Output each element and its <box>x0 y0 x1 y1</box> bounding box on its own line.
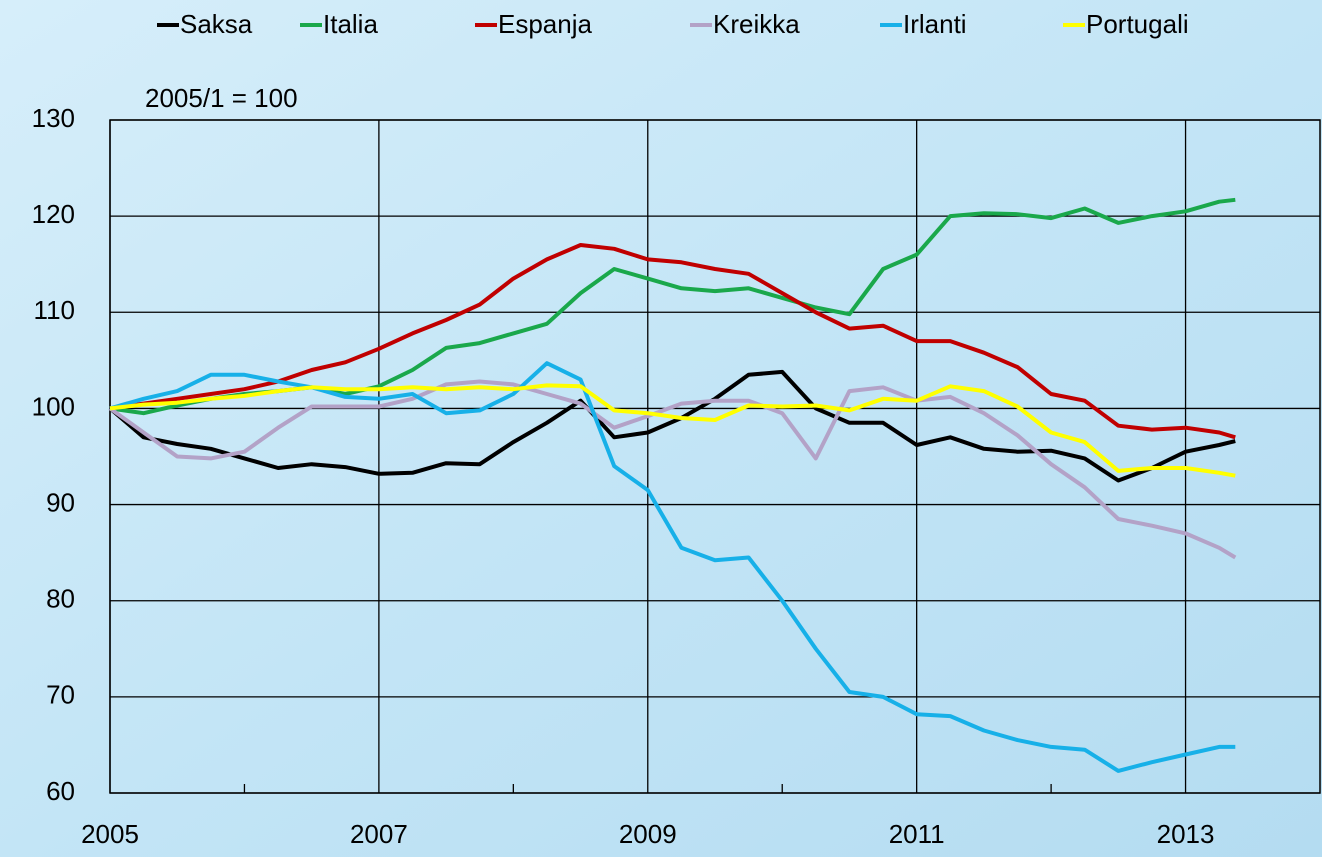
legend-label: Espanja <box>498 9 592 39</box>
y-tick-label: 90 <box>46 487 75 517</box>
y-tick-label: 120 <box>32 199 75 229</box>
series-line <box>109 383 1236 478</box>
series-line <box>109 243 1236 440</box>
series-line <box>109 361 1236 773</box>
plot-frame <box>109 119 1321 794</box>
y-tick-label: 60 <box>46 776 75 806</box>
legend-label: Irlanti <box>903 9 967 39</box>
series-line <box>108 379 1237 560</box>
y-tick-label: 80 <box>46 584 75 614</box>
y-tick-label: 100 <box>32 391 75 421</box>
y-tick-label: 70 <box>46 680 75 710</box>
x-tick-label: 2005 <box>81 819 139 849</box>
annotation: 2005/1 = 100 <box>145 83 298 113</box>
y-tick-label: 130 <box>32 103 75 133</box>
legend-label: Portugali <box>1086 9 1189 39</box>
x-tick-label: 2009 <box>619 819 677 849</box>
x-tick-label: 2007 <box>350 819 408 849</box>
legend-label: Saksa <box>180 9 253 39</box>
legend-label: Kreikka <box>713 9 800 39</box>
y-tick-label: 110 <box>34 295 75 325</box>
legend-label: Italia <box>323 9 378 39</box>
x-tick-label: 2013 <box>1157 819 1215 849</box>
x-tick-label: 2011 <box>889 819 945 849</box>
